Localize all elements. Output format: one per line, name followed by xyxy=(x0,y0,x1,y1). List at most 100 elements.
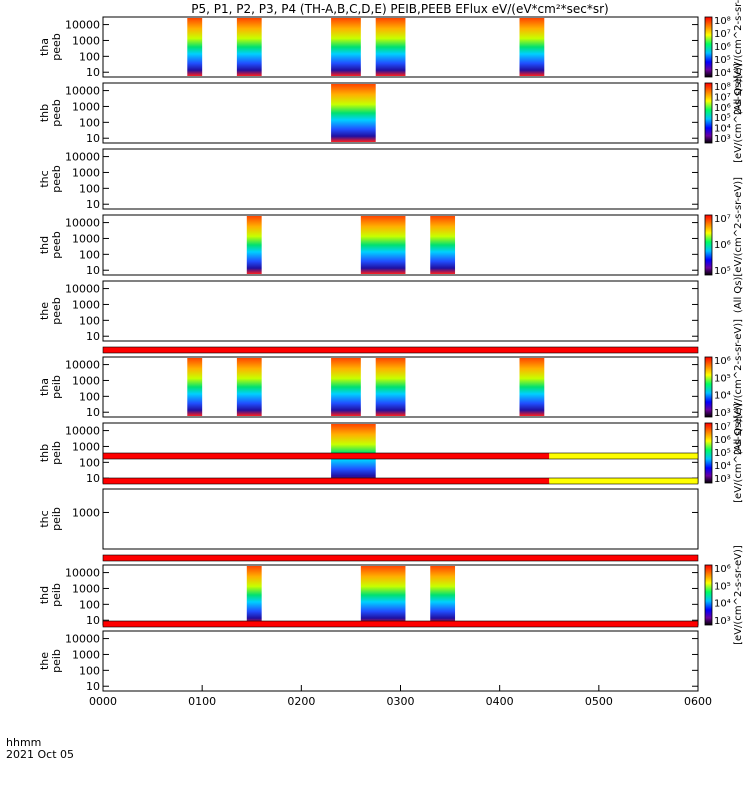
colorbar-tick-label: 10⁵ xyxy=(714,266,731,277)
colorbar xyxy=(704,16,713,78)
y-tick-label: 1000 xyxy=(72,374,100,387)
colorbar-tick-label: 10⁵ xyxy=(714,581,731,592)
x-tick-label: 0300 xyxy=(387,695,415,708)
colorbar-label: [eV/(cm^2-s-sr-eV)] xyxy=(733,63,744,163)
spectrogram-segment xyxy=(375,358,406,416)
y-axis-label-probe: thd xyxy=(38,586,51,604)
y-tick-label: 10 xyxy=(86,264,100,277)
y-tick-label: 1000 xyxy=(72,232,100,245)
colorbar-tick-label: 10⁴ xyxy=(714,391,731,402)
colorbar-tick-label: 10⁴ xyxy=(714,461,731,472)
panel-frame xyxy=(102,82,699,144)
colorbar-tick-label: 10⁸ xyxy=(714,82,731,93)
spectrogram-segment xyxy=(246,566,262,624)
x-axis-label-date: 2021 Oct 05 xyxy=(6,748,74,761)
colorbar xyxy=(704,564,713,626)
colorbar-tick-label: 10⁶ xyxy=(714,240,731,251)
spectrogram-segment xyxy=(187,18,203,76)
y-axis-label-product: peeb xyxy=(50,99,63,127)
mode-bar-frame xyxy=(102,346,699,354)
colorbar-tick-label: 10⁸ xyxy=(714,16,731,27)
y-tick-label: 1000 xyxy=(72,648,100,661)
colorbar-tick-label: 10³ xyxy=(714,616,731,627)
panel-thc-peib: 1000 thc peib xyxy=(38,488,699,550)
y-tick-label: 100 xyxy=(79,390,100,403)
y-axis-label-probe: the xyxy=(38,652,51,670)
spectrogram-segment xyxy=(331,358,361,416)
y-tick-label: 10000 xyxy=(65,217,100,230)
mode-bar xyxy=(102,620,699,628)
spectrogram-segment xyxy=(187,358,203,416)
panel-frame xyxy=(102,148,699,210)
mode-bar-segment xyxy=(103,347,698,353)
y-tick-label: 1000 xyxy=(72,440,100,453)
y-tick-label: 10 xyxy=(86,406,100,419)
mode-bar-segment xyxy=(103,621,698,627)
panel-frame xyxy=(102,214,699,276)
colorbar-tick-label: 10⁷ xyxy=(714,422,731,433)
mode-bar-segment xyxy=(103,478,550,484)
colorbar-tick-label: 10⁵ xyxy=(714,55,731,66)
y-axis-label-product: peeb xyxy=(50,33,63,61)
colorbar-tick-label: 10⁶ xyxy=(714,42,731,53)
colorbar xyxy=(704,356,713,418)
x-tick-label: 0000 xyxy=(89,695,117,708)
y-axis-label-product: peeb xyxy=(50,165,63,193)
mode-bar-segment xyxy=(549,453,698,459)
colorbar-tick-label: 10⁶ xyxy=(714,356,731,367)
colorbar-tick-label: 10⁶ xyxy=(714,103,731,114)
colorbar-tick-label: 10⁵ xyxy=(714,113,731,124)
x-tick-label: 0200 xyxy=(287,695,315,708)
y-axis-label-product: peib xyxy=(50,583,63,607)
colorbar-tick-label: 10⁷ xyxy=(714,214,731,225)
spectrogram-segment xyxy=(360,566,406,624)
x-axis-label-units: hhmm xyxy=(6,736,41,749)
y-tick-label: 100 xyxy=(79,314,100,327)
y-axis-label-product: peib xyxy=(50,441,63,465)
y-axis-label-probe: thb xyxy=(38,444,51,462)
mode-bar xyxy=(102,477,699,485)
y-tick-label: 10000 xyxy=(65,567,100,580)
panel-the-peeb: 10 100 1000 10000 the peeb xyxy=(38,280,699,343)
x-axis: 0000 0100 0200 0300 0400 0500 0600 xyxy=(89,685,712,708)
y-axis-label-probe: tha xyxy=(38,378,51,396)
y-tick-label: 10 xyxy=(86,614,100,627)
mode-bar-frame xyxy=(102,620,699,628)
panel-the-peib: 10 100 1000 10000 the peib xyxy=(38,630,699,693)
y-tick-label: 10000 xyxy=(65,85,100,98)
colorbar-tick-label: 10³ xyxy=(714,408,731,419)
mode-bar xyxy=(102,554,699,562)
y-axis-label-product: peib xyxy=(50,507,63,531)
y-tick-label: 10 xyxy=(86,198,100,211)
y-tick-label: 10000 xyxy=(65,425,100,438)
x-tick-label: 0400 xyxy=(486,695,514,708)
mode-bar xyxy=(102,452,699,460)
colorbar-tick-label: 10⁷ xyxy=(714,29,731,40)
colorbar xyxy=(704,422,713,484)
spectrogram-segment xyxy=(519,18,545,76)
colorbar-label: (All Qs)[eV/(cm^2-s-sr-eV)] xyxy=(733,319,744,455)
y-tick-label: 10 xyxy=(86,330,100,343)
colorbar xyxy=(704,214,713,276)
y-tick-label: 100 xyxy=(79,116,100,129)
colorbar-tick-label: 10⁴ xyxy=(714,124,731,135)
panel-thc-peeb: 10 100 1000 10000 thc peeb xyxy=(38,148,699,211)
mode-bar-frame xyxy=(102,477,699,485)
colorbar-label: (All Qs)[eV/(cm^2-s-sr-eV)] xyxy=(733,0,744,115)
panel-frame xyxy=(102,630,699,692)
panel-frame xyxy=(102,16,699,78)
colorbar-tick-label: 10⁴ xyxy=(714,68,731,79)
y-tick-label: 100 xyxy=(79,182,100,195)
y-tick-label: 1000 xyxy=(72,506,100,519)
colorbar-tick-label: 10⁷ xyxy=(714,92,731,103)
y-axis-label-probe: thb xyxy=(38,104,51,122)
y-axis-label-product: peeb xyxy=(50,297,63,325)
colorbar-tick-label: 10⁴ xyxy=(714,599,731,610)
panel-frame xyxy=(102,280,699,342)
y-axis-label-probe: tha xyxy=(38,38,51,56)
y-tick-label: 10000 xyxy=(65,19,100,32)
spectrogram-segment xyxy=(236,358,262,416)
mode-bar-segment xyxy=(103,555,698,561)
